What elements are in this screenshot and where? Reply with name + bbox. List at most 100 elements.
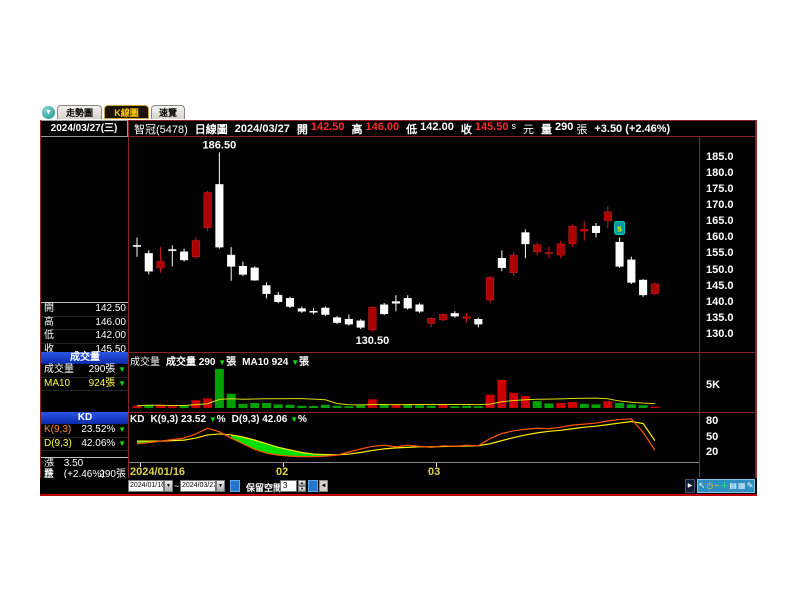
stock-name: 智冠(5478) (134, 123, 188, 136)
price-axis-label: 140.0 (706, 295, 734, 308)
candle-body (262, 285, 271, 294)
ohlc-panel: 開 142.50 高 146.00 低 142.00 收 145.50 (41, 302, 129, 357)
chart-area: 186.50 130.50 s 成交量 成交量 290 ▼張 MA10 924 ▼張… (128, 137, 700, 478)
candle-body (250, 267, 259, 281)
reserve-space-input[interactable]: 3 (280, 480, 297, 492)
candle-body (603, 211, 612, 221)
candle-body (344, 318, 353, 325)
down-arrow-icon: ▼ (118, 438, 126, 448)
candle-body (580, 229, 589, 232)
tab-trend-chart[interactable]: 走勢圖 (57, 105, 102, 119)
volume-bar (497, 379, 507, 408)
volume-bar (332, 405, 342, 408)
candlestick-pane[interactable]: 186.50 130.50 s (128, 137, 700, 352)
to-date-select[interactable]: 2024/03/27 ▼ (180, 480, 225, 492)
down-arrow-icon: ▼ (218, 358, 227, 367)
kd-k-row: K(9,3) 23.52% ▼ (41, 424, 129, 438)
price-axis-label: 130.0 (706, 327, 734, 340)
candle-body (203, 192, 212, 229)
apply-reserve-button[interactable] (308, 480, 318, 492)
kd-pane-header: KD K(9,3) 23.52 ▼% D(9,3) 42.06 ▼% (130, 414, 307, 425)
volume-pane[interactable] (128, 352, 700, 412)
price-axis-label: 165.0 (706, 215, 734, 228)
tab-kline-chart[interactable]: K線圖 (104, 105, 149, 119)
chart-mode-icon[interactable]: ▤ (729, 481, 737, 490)
combo-arrow-icon[interactable]: ▼ (164, 480, 173, 492)
high-value: 146.00 (365, 120, 400, 133)
volume-bar (532, 401, 542, 408)
price-axis: 185.0 180.0 175.0 170.0 165.0 160.0 155.0 150.0… (700, 137, 757, 478)
x-axis-label: 2024/01/16 (130, 466, 186, 478)
volume-bar (356, 405, 366, 408)
draw-icon[interactable]: ✎ (746, 481, 754, 490)
candle-body (391, 301, 400, 304)
ohlc-high-row: 高 146.00 (41, 317, 129, 330)
volume-bar (203, 398, 213, 408)
candle-body (627, 259, 636, 283)
kd-pane[interactable] (128, 413, 700, 462)
unit-label: 元 (522, 123, 534, 136)
candle-body (486, 277, 495, 301)
price-axis-label: 160.0 (706, 231, 734, 244)
candle-body (356, 320, 365, 328)
price-axis-label: 180.0 (706, 167, 734, 180)
clock-icon[interactable]: ◷ (706, 481, 714, 490)
zoom-out-icon[interactable]: − (714, 481, 720, 490)
back-arrow-button[interactable]: ◄ (319, 480, 328, 492)
kd-section-header[interactable]: KD (41, 412, 129, 424)
candle-body (615, 241, 624, 267)
spin-down-icon[interactable]: ▼ (298, 486, 306, 492)
x-axis-tick (436, 463, 437, 467)
down-arrow-icon: ▼ (290, 415, 298, 424)
volume-pane-header: 成交量 成交量 290 ▼張 MA10 924 ▼張 (130, 353, 309, 368)
grid-icon[interactable]: ▦ (738, 481, 746, 490)
k-line (136, 418, 656, 458)
candle-body (556, 243, 565, 256)
to-date-value: 2024/03/27 (180, 480, 216, 492)
s-marker-label: s (617, 223, 622, 233)
cursor-icon[interactable]: ↖ (698, 481, 706, 490)
candle-body (238, 266, 247, 275)
zoom-in-icon[interactable]: ＋ (720, 481, 729, 490)
total-volume-row: 量 290張 (44, 469, 126, 480)
volume-bar (638, 405, 648, 408)
candle-body (191, 240, 200, 257)
volume-pane-title: 成交量 (130, 357, 160, 368)
candle-body (309, 310, 318, 313)
candle-body (156, 261, 165, 269)
volume-bar (144, 404, 154, 408)
close-value: 145.50 (474, 120, 509, 133)
date-box: 2024/03/27(三) (40, 120, 128, 137)
volume-bar (626, 404, 636, 408)
volume-bar (462, 405, 472, 408)
volume-bar (156, 405, 166, 408)
s-marker-badge (614, 220, 626, 235)
volume-bar (556, 402, 566, 408)
ohlc-open-row: 開 142.50 (41, 303, 129, 317)
kd-d-row: D(9,3) 42.06% ▼ (41, 438, 129, 451)
candle-body (544, 252, 554, 254)
open-label: 開 (296, 123, 308, 136)
period-low-label: 130.50 (356, 335, 390, 347)
candle-body (297, 308, 306, 312)
low-value: 142.00 (420, 120, 454, 133)
combo-arrow-icon[interactable]: ▼ (216, 480, 225, 492)
kd-axis-label: 80 (706, 415, 719, 427)
volume-bar (579, 403, 589, 408)
from-date-select[interactable]: 2024/01/16 ▼ (128, 480, 173, 492)
tab-quick-view[interactable]: 速覽 (151, 105, 185, 119)
apply-range-button[interactable] (230, 480, 240, 492)
volume-section: 成交量 290張 ▼ MA10 924張 ▼ (41, 364, 129, 391)
volume-bar (179, 405, 189, 408)
menu-dropdown-button[interactable]: ▼ (42, 106, 56, 119)
candle-body (274, 294, 283, 302)
candle-body (215, 184, 224, 248)
spin-up-icon[interactable]: ▲ (298, 480, 306, 486)
play-button[interactable]: ▶ (685, 479, 695, 493)
reserve-spinner[interactable]: ▲ ▼ (298, 480, 306, 492)
close-label: 收 (460, 123, 472, 136)
range-separator: ~ (174, 481, 180, 491)
volume-bar (250, 402, 260, 408)
volume-unit: 張 (576, 123, 588, 136)
volume-section-header[interactable]: 成交量 (41, 352, 129, 364)
